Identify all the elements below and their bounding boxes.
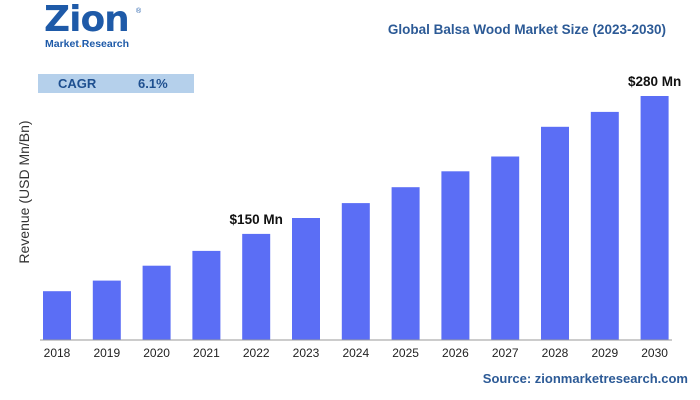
x-tick-label-2029: 2029 — [591, 346, 618, 360]
x-tick-label-2022: 2022 — [243, 346, 270, 360]
x-tick-label-2020: 2020 — [143, 346, 170, 360]
x-tick-label-2025: 2025 — [392, 346, 419, 360]
data-label-2022: $150 Mn — [230, 212, 283, 227]
x-tick-label-2019: 2019 — [93, 346, 120, 360]
logo-subtitle-part1: Market — [45, 38, 79, 50]
bar-2019 — [92, 280, 121, 340]
bar-2020 — [142, 265, 171, 340]
bar-2029 — [590, 111, 619, 341]
x-tick-label-2027: 2027 — [492, 346, 519, 360]
x-tick-label-2026: 2026 — [442, 346, 469, 360]
bar-2022 — [242, 233, 271, 340]
x-tick-label-2023: 2023 — [293, 346, 320, 360]
x-tick-label-2018: 2018 — [44, 346, 71, 360]
source-note: Source: zionmarketresearch.com — [482, 371, 688, 386]
logo-subtitle-dot: . — [78, 38, 82, 50]
logo-wordmark: Zion — [44, 0, 130, 40]
logo-subtitle: Market.Research — [45, 38, 129, 50]
x-tick-label-2030: 2030 — [641, 346, 668, 360]
x-tick-label-2021: 2021 — [193, 346, 220, 360]
chart-title: Global Balsa Wood Market Size (2023-2030… — [387, 22, 666, 37]
x-tick-label-2028: 2028 — [542, 346, 569, 360]
cagr-badge: CAGR 6.1% — [38, 74, 194, 93]
bar-2027 — [491, 156, 520, 340]
logo-subtitle-part2: Research — [81, 38, 130, 50]
bar-2018 — [43, 291, 71, 340]
cagr-label: CAGR — [58, 76, 97, 91]
bar-2026 — [441, 171, 470, 340]
cagr-value: 6.1% — [138, 76, 168, 91]
bar-2023 — [292, 218, 320, 340]
bar-2030 — [640, 96, 669, 340]
logo-registered-mark: ® — [136, 8, 142, 15]
zion-logo: Zion ® Market.Research — [44, 0, 144, 51]
x-tick-label-2024: 2024 — [342, 346, 369, 360]
bar-2028 — [541, 126, 569, 340]
bar-2021 — [192, 250, 221, 340]
data-label-2030: $280 Mn — [628, 74, 681, 89]
bar-2025 — [391, 187, 420, 340]
bar-2024 — [341, 203, 370, 340]
